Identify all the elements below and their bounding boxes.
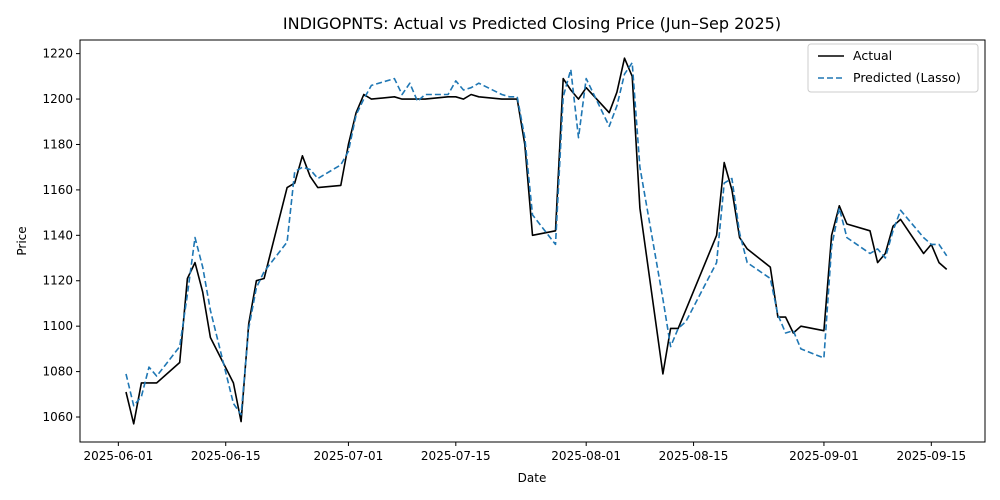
y-tick-label: 1160 [42,183,73,197]
series-line-predicted [125,61,948,416]
y-axis-label: Price [15,226,29,255]
x-axis-label: Date [518,471,547,485]
y-axis-ticks: 1060 1080 1100 1120 1140 1160 1180 1200 1220 [42,47,80,424]
x-tick-label: 2025-07-15 [421,449,491,463]
legend: Actual Predicted (Lasso) [807,43,979,93]
legend-label: Predicted (Lasso) [853,70,961,85]
legend-box [807,43,979,93]
y-tick-label: 1080 [42,365,73,379]
y-tick-label: 1220 [42,47,73,61]
y-tick-label: 1060 [42,410,73,424]
plot-lines [125,57,948,425]
x-tick-label: 2025-09-01 [789,449,859,463]
x-axis-ticks: 2025-06-01 2025-06-15 2025-07-01 2025-07-15… [83,442,966,463]
legend-label: Actual [853,48,892,63]
x-tick-label: 2025-09-15 [896,449,966,463]
x-tick-label: 2025-08-01 [551,449,621,463]
x-tick-label: 2025-07-01 [314,449,384,463]
axes-frame [79,39,986,443]
x-tick-label: 2025-06-01 [83,449,153,463]
series-line-actual [125,57,948,425]
y-tick-label: 1140 [42,228,73,242]
y-tick-label: 1120 [42,274,73,288]
y-tick-label: 1200 [42,92,73,106]
x-tick-label: 2025-08-15 [659,449,729,463]
y-tick-label: 1100 [42,319,73,333]
chart-title: INDIGOPNTS: Actual vs Predicted Closing … [283,14,781,33]
y-tick-label: 1180 [42,137,73,151]
x-tick-label: 2025-06-15 [191,449,261,463]
